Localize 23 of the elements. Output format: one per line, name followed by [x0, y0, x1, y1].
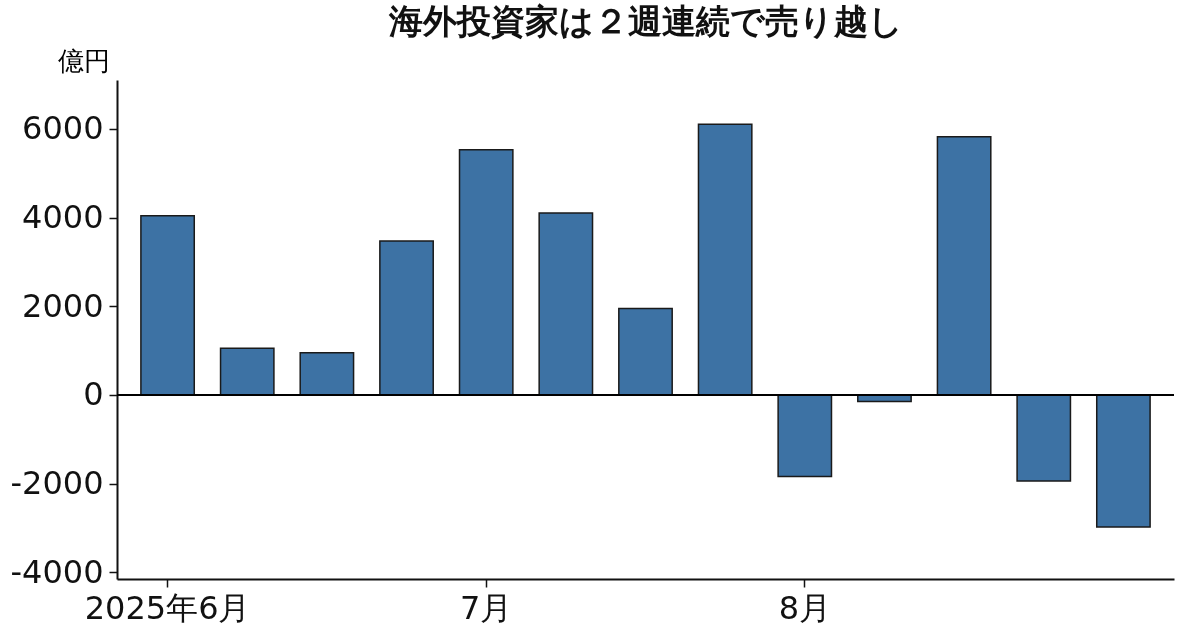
bar	[1095, 394, 1151, 528]
y-tick-label: 4000	[22, 198, 104, 236]
x-tick-label: 2025年6月	[84, 588, 251, 627]
bar	[538, 212, 594, 396]
bar	[1016, 394, 1072, 482]
x-tick-label: 8月	[778, 588, 831, 627]
bar	[299, 352, 355, 396]
y-tick-label: 6000	[22, 109, 104, 148]
bar	[379, 240, 434, 396]
bar	[219, 347, 275, 396]
y-tick-label: -4000	[10, 552, 104, 591]
y-tick-label: 2000	[22, 286, 104, 325]
bar	[697, 123, 753, 396]
bar	[140, 214, 196, 396]
bar	[777, 394, 833, 478]
y-tick-label: 0	[83, 375, 104, 414]
bar	[458, 148, 514, 396]
x-tick-label: 7月	[460, 588, 513, 627]
y-axis-title: 億円	[57, 45, 110, 76]
bar	[618, 307, 673, 396]
bar	[936, 136, 992, 396]
chart-title: 海外投資家は２週連続で売り越し	[387, 1, 903, 41]
y-tick-label: -2000	[10, 464, 104, 503]
